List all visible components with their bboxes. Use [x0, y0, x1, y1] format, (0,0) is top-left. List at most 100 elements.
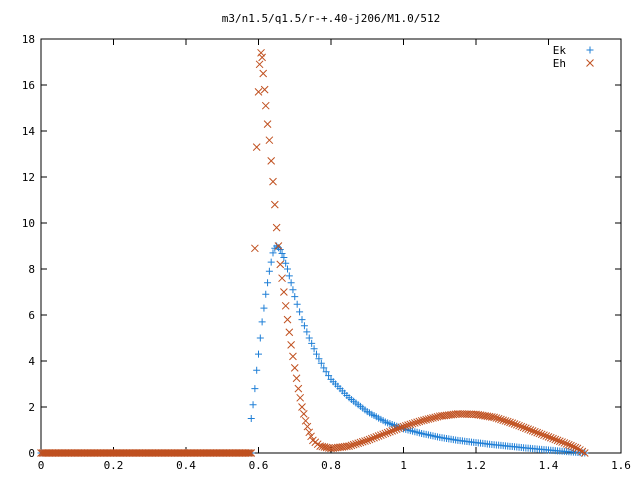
eh-point — [287, 341, 295, 349]
eh-point — [276, 260, 285, 269]
eh-point — [257, 48, 265, 57]
eh-point — [251, 244, 259, 253]
eh-point — [290, 364, 299, 372]
ek-point — [291, 293, 299, 301]
eh-point — [392, 425, 401, 433]
ek-point — [280, 254, 288, 261]
eh-point — [503, 417, 512, 426]
eh-point — [258, 53, 266, 62]
x-tick-label: 1.2 — [466, 459, 486, 472]
ek-point — [325, 372, 333, 380]
eh-point — [540, 431, 548, 440]
eh-point — [576, 446, 584, 454]
y-tick-label: 6 — [28, 309, 35, 322]
eh-point — [261, 101, 270, 110]
y-axis: 0 2 4 6 8 10 12 14 16 18 — [22, 33, 621, 460]
eh-point — [517, 422, 526, 431]
eh-point — [247, 449, 256, 457]
x-tick-label: 0 — [38, 459, 45, 472]
y-tick-label: 14 — [22, 125, 36, 138]
eh-point — [374, 432, 383, 440]
ek-point — [260, 304, 268, 312]
ek-point — [320, 364, 328, 372]
eh-point — [252, 143, 261, 151]
ek-point — [256, 334, 264, 342]
y-tick-label: 12 — [22, 171, 35, 184]
eh-point — [358, 437, 367, 446]
x-tick-label: 0.2 — [104, 459, 124, 472]
eh-point — [408, 419, 417, 428]
eh-point — [406, 420, 415, 429]
y-tick-label: 0 — [28, 447, 35, 460]
eh-point — [510, 420, 519, 428]
eh-point — [424, 415, 433, 423]
eh-point — [512, 420, 521, 429]
eh-point — [285, 328, 294, 337]
ek-point — [282, 259, 290, 267]
eh-point — [272, 223, 281, 232]
eh-point — [519, 423, 528, 432]
eh-point — [386, 427, 394, 436]
eh-point — [397, 423, 406, 432]
eh-point — [365, 435, 374, 444]
ek-point — [269, 249, 277, 257]
eh-point — [544, 433, 553, 441]
eh-point — [551, 435, 560, 444]
ek-point — [255, 350, 262, 358]
ek-point — [289, 286, 297, 294]
eh-point — [395, 424, 403, 433]
eh-point — [531, 427, 539, 436]
x-tick-label: 0.8 — [321, 459, 341, 472]
eh-point — [244, 449, 253, 457]
eh-point — [265, 136, 274, 145]
eh-point — [528, 427, 537, 435]
eh-point — [413, 418, 421, 427]
eh-point — [305, 428, 314, 437]
series-eh — [37, 48, 589, 457]
ek-point — [315, 355, 323, 363]
eh-point — [294, 384, 303, 393]
eh-point — [506, 418, 514, 427]
eh-point — [569, 442, 578, 451]
ek-point — [300, 322, 308, 330]
eh-point — [354, 439, 363, 448]
eh-point — [564, 440, 573, 449]
eh-point — [524, 425, 532, 433]
eh-point — [431, 413, 440, 422]
ek-point — [317, 359, 325, 367]
eh-point — [267, 157, 276, 165]
eh-point — [433, 412, 442, 421]
eh-point — [553, 436, 562, 445]
eh-point — [401, 421, 410, 430]
chart-title: m3/n1.5/q1.5/r-+.40-j206/M1.0/512 — [222, 12, 441, 25]
eh-point — [381, 429, 390, 438]
eh-point — [370, 433, 378, 442]
eh-point — [562, 439, 571, 448]
baseline-points-eh — [37, 449, 256, 457]
x-tick-label: 0.4 — [176, 459, 196, 472]
ek-point — [285, 272, 293, 280]
eh-point — [280, 288, 288, 296]
y-tick-label: 18 — [22, 33, 35, 46]
eh-point — [499, 416, 508, 425]
ek-point — [284, 265, 291, 273]
eh-point — [347, 441, 356, 450]
eh-point — [533, 428, 542, 437]
ek-point — [274, 244, 282, 252]
eh-point — [383, 428, 392, 437]
ek-point — [296, 308, 304, 316]
y-tick-label: 4 — [28, 355, 35, 368]
eh-point — [580, 449, 589, 457]
eh-point — [343, 442, 351, 451]
y-tick-label: 16 — [22, 79, 35, 92]
ek-point — [305, 334, 313, 342]
eh-point — [494, 414, 503, 423]
ek-point — [253, 366, 261, 374]
y-tick-label: 2 — [28, 401, 35, 414]
eh-point — [535, 429, 544, 438]
ek-point — [278, 249, 286, 257]
eh-point — [263, 120, 272, 128]
ek-point — [310, 345, 318, 353]
eh-point — [578, 447, 587, 456]
legend-ek-marker — [586, 46, 594, 54]
